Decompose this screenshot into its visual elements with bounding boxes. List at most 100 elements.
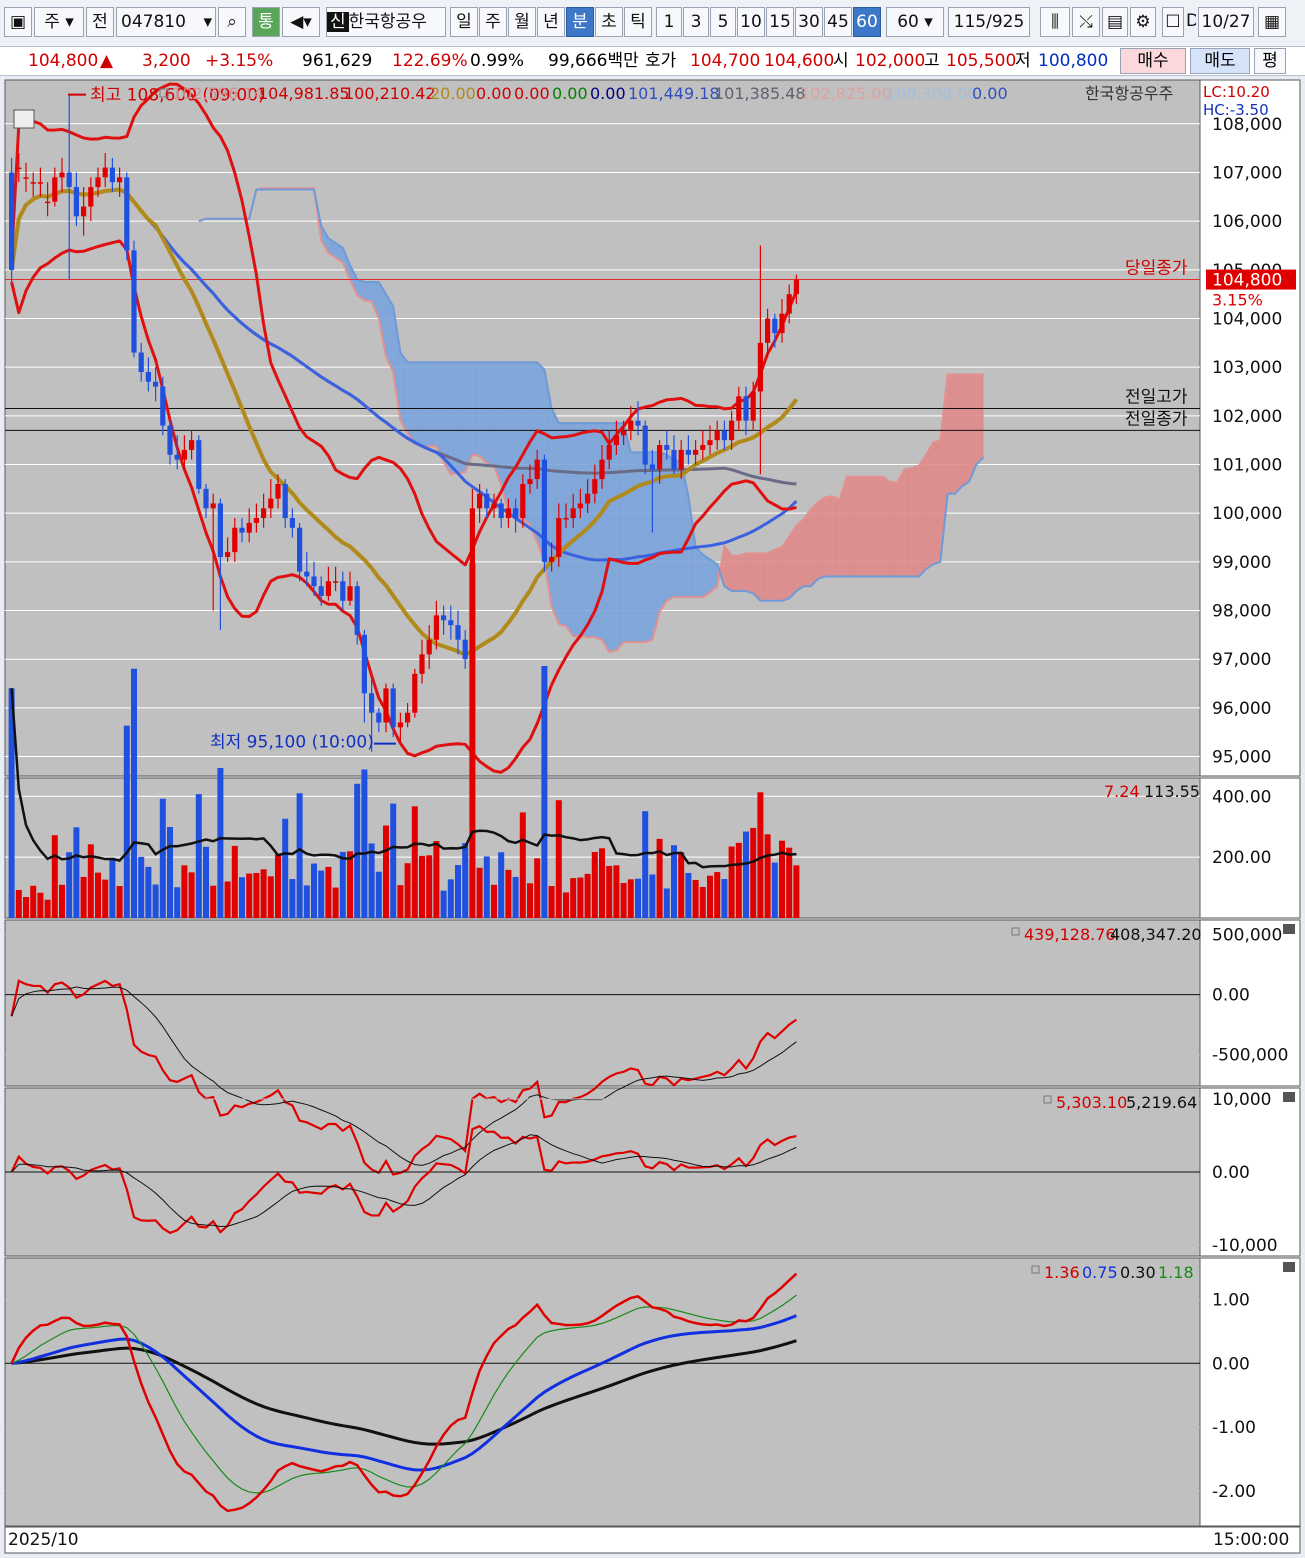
ichimoku-cloud-segment — [767, 549, 775, 601]
window-icon[interactable]: ▣ — [4, 7, 32, 37]
save-icon[interactable]: ▤ — [1102, 7, 1128, 37]
volume-bar — [656, 838, 663, 918]
up-arrow-icon: ▲ — [100, 51, 114, 71]
date-field[interactable]: 10/27 — [1198, 7, 1254, 37]
count-field[interactable]: 115/925 — [948, 7, 1030, 37]
hc-label: HC:-3.50 — [1203, 101, 1269, 119]
volume-bar — [102, 879, 109, 918]
ichimoku-cloud-segment — [911, 465, 919, 577]
ask-value: 104,700 — [690, 51, 761, 71]
volume-bar — [707, 875, 713, 918]
volume-bar — [433, 841, 440, 918]
panel-3-tick-label: -10,000 — [1212, 1236, 1278, 1256]
candle-body — [599, 459, 605, 480]
speaker-icon[interactable]: ◀▾ — [282, 7, 320, 37]
gear-icon[interactable]: ⚙ — [1130, 7, 1156, 37]
panel-3-axis-bg — [1199, 1087, 1301, 1257]
candle-body — [124, 177, 130, 251]
legend-box — [159, 88, 169, 98]
ichimoku-cloud-segment — [429, 362, 437, 447]
candle-body — [282, 483, 288, 519]
candle-body — [513, 508, 519, 519]
candle-icon[interactable]: ⫼ — [1040, 7, 1070, 37]
bid-value: 104,600 — [764, 51, 835, 71]
volume-bar — [44, 899, 51, 918]
interval-tab-45[interactable]: 45 — [824, 7, 852, 37]
chevron-down-icon[interactable]: ▾ — [203, 12, 212, 32]
candle-body — [397, 722, 403, 728]
ichimoku-cloud-segment — [947, 374, 955, 494]
ichimoku-cloud-segment — [450, 362, 458, 475]
y-tick-label: 96,000 — [1212, 699, 1271, 719]
calendar-icon[interactable]: ▦ — [1258, 7, 1286, 37]
volume-bar — [217, 767, 224, 918]
candle-body — [772, 318, 778, 334]
legend-name: 한국항공우주 — [1085, 84, 1173, 103]
volume-bar — [303, 885, 310, 918]
volume-bar — [8, 688, 15, 918]
period-tab-2[interactable]: 월 — [508, 7, 536, 37]
y-tick-label: 106,000 — [1212, 212, 1282, 232]
ichimoku-cloud-segment — [472, 362, 480, 456]
macd-line — [10, 1272, 798, 1513]
ichimoku-cloud-segment — [508, 362, 516, 517]
period-tab-1[interactable]: 주 — [479, 7, 507, 37]
legend-item: 100,300.00 — [886, 84, 978, 103]
code-input[interactable]: 047810 ▾ — [116, 7, 216, 37]
search-icon[interactable]: ⌕ — [218, 7, 246, 37]
ichimoku-cloud-segment — [414, 362, 422, 447]
market-select[interactable]: 주 ▾ — [34, 7, 84, 37]
candle-body — [736, 396, 742, 421]
grid-toggle-icon — [13, 109, 35, 129]
volume-bar — [23, 897, 29, 918]
candle-body — [613, 435, 619, 446]
interval-tab-1[interactable]: 1 — [656, 7, 682, 37]
volume-bar — [404, 863, 411, 918]
interval-tab-15[interactable]: 15 — [766, 7, 794, 37]
osc-signal-line — [11, 1134, 797, 1228]
interval-tab-10[interactable]: 10 — [737, 7, 765, 37]
cursor-icon[interactable]: ⤯ — [1072, 7, 1100, 37]
period-tab-6[interactable]: 틱 — [624, 7, 652, 37]
period-tab-4[interactable]: 분 — [566, 7, 594, 37]
period-tab-5[interactable]: 초 — [595, 7, 623, 37]
interval-select[interactable]: 60 ▾ — [886, 7, 944, 37]
volume-bar — [678, 852, 685, 918]
tong-button[interactable]: 통 — [252, 7, 280, 37]
candle-body — [448, 620, 454, 626]
volume-bar — [577, 877, 584, 918]
ichimoku-cloud-segment — [400, 352, 408, 433]
avg-button[interactable]: 평 — [1254, 48, 1286, 74]
volume-bar — [764, 834, 771, 918]
interval-tab-5[interactable]: 5 — [710, 7, 736, 37]
legend-item: 101,449.18 — [628, 84, 720, 103]
interval-tab-60[interactable]: 60 — [853, 7, 881, 37]
interval-tab-30[interactable]: 30 — [795, 7, 823, 37]
candle-body — [678, 449, 684, 470]
volume-legend-b: 113.55 — [1144, 782, 1200, 801]
buy-button[interactable]: 매수 — [1120, 48, 1186, 74]
candle-body — [556, 518, 562, 557]
volume-bar — [735, 842, 742, 918]
checkbox-icon[interactable]: ☐ — [1162, 7, 1184, 37]
candle-body — [325, 581, 331, 596]
volume-bar — [570, 878, 577, 918]
interval-tab-3[interactable]: 3 — [683, 7, 709, 37]
ichimoku-cloud-segment — [422, 362, 430, 447]
prev-button[interactable]: 전 — [86, 7, 114, 37]
ichimoku-cloud-segment — [616, 423, 624, 651]
ichimoku-cloud-segment — [810, 502, 818, 587]
ichimoku-cloud-segment — [436, 362, 444, 463]
candle-body — [102, 167, 108, 178]
volume-tick-label: 200.00 — [1212, 848, 1271, 868]
sell-button[interactable]: 매도 — [1190, 48, 1250, 74]
candle-body — [239, 527, 245, 533]
stock-name[interactable]: 신 한국항공우 — [326, 7, 446, 37]
candle-body — [520, 483, 526, 519]
candle-body — [405, 712, 411, 723]
candle-body — [534, 459, 540, 480]
candle-body — [426, 639, 432, 655]
period-tab-0[interactable]: 일 — [450, 7, 478, 37]
period-tab-3[interactable]: 년 — [537, 7, 565, 37]
